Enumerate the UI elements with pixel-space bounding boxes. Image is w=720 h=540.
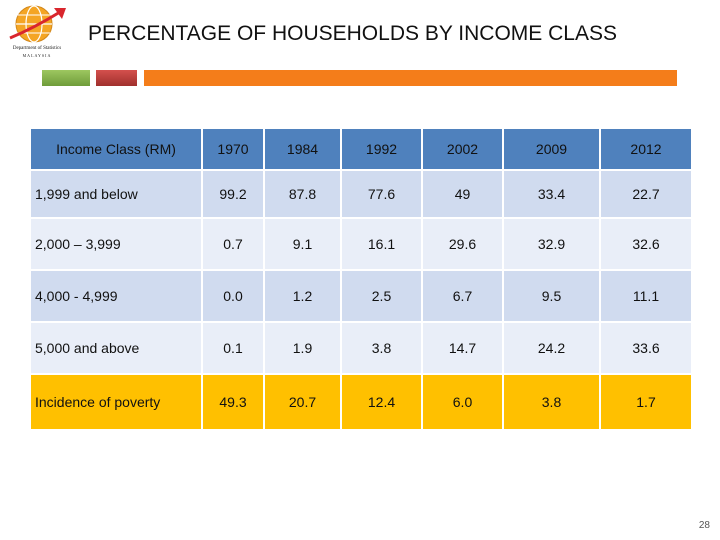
cell-value: 9.5 (502, 269, 601, 323)
cell-value: 6.0 (421, 373, 504, 431)
header-year: 1970 (201, 127, 265, 171)
header-year: 1984 (263, 127, 342, 171)
header-year: 2002 (421, 127, 504, 171)
cell-value: 11.1 (599, 269, 693, 323)
cell-value: 24.2 (502, 321, 601, 375)
cell-value: 6.7 (421, 269, 504, 323)
cell-value: 0.1 (201, 321, 265, 375)
cell-value: 14.7 (421, 321, 504, 375)
logo-text: Department of Statistics (12, 46, 62, 51)
cell-value: 77.6 (340, 169, 423, 219)
cell-value: 3.8 (340, 321, 423, 375)
cell-value: 49.3 (201, 373, 265, 431)
page-title: PERCENTAGE OF HOUSEHOLDS BY INCOME CLASS (88, 22, 617, 45)
cell-value: 0.7 (201, 217, 265, 271)
cell-value: 20.7 (263, 373, 342, 431)
header-year: 2012 (599, 127, 693, 171)
table-row: 5,000 and above 0.1 1.9 3.8 14.7 24.2 33… (29, 321, 693, 375)
cell-value: 9.1 (263, 217, 342, 271)
table-header-row: Income Class (RM) 1970 1984 1992 2002 20… (29, 127, 693, 171)
cell-value: 2.5 (340, 269, 423, 323)
cell-value: 16.1 (340, 217, 423, 271)
cell-value: 32.9 (502, 217, 601, 271)
cell-value: 32.6 (599, 217, 693, 271)
cell-value: 1.2 (263, 269, 342, 323)
cell-value: 12.4 (340, 373, 423, 431)
cell-value: 0.0 (201, 269, 265, 323)
cell-value: 1.9 (263, 321, 342, 375)
table-row: 1,999 and below 99.2 87.8 77.6 49 33.4 2… (29, 169, 693, 219)
header-year: 2009 (502, 127, 601, 171)
accent-bar-green (42, 70, 90, 86)
cell-value: 33.6 (599, 321, 693, 375)
logo: Department of Statistics MALAYSIA (4, 2, 70, 62)
cell-value: 33.4 (502, 169, 601, 219)
row-label: 4,000 - 4,999 (29, 269, 203, 323)
page-number: 28 (698, 520, 710, 531)
cell-value: 3.8 (502, 373, 601, 431)
row-label: 1,999 and below (29, 169, 203, 219)
row-label: 2,000 – 3,999 (29, 217, 203, 271)
accent-bar-orange (144, 70, 677, 86)
cell-value: 1.7 (599, 373, 693, 431)
cell-value: 22.7 (599, 169, 693, 219)
income-class-table: Income Class (RM) 1970 1984 1992 2002 20… (29, 127, 693, 431)
logo-subtext: MALAYSIA (22, 53, 52, 58)
cell-value: 99.2 (201, 169, 265, 219)
table-row-poverty: Incidence of poverty 49.3 20.7 12.4 6.0 … (29, 373, 693, 431)
cell-value: 87.8 (263, 169, 342, 219)
table-row: 2,000 – 3,999 0.7 9.1 16.1 29.6 32.9 32.… (29, 217, 693, 271)
table-row: 4,000 - 4,999 0.0 1.2 2.5 6.7 9.5 11.1 (29, 269, 693, 323)
cell-value: 49 (421, 169, 504, 219)
accent-bar-red (96, 70, 137, 86)
globe-arrow-icon (9, 5, 66, 43)
row-label: 5,000 and above (29, 321, 203, 375)
cell-value: 29.6 (421, 217, 504, 271)
row-label: Incidence of poverty (29, 373, 203, 431)
header-income-class: Income Class (RM) (29, 127, 203, 171)
header-year: 1992 (340, 127, 423, 171)
